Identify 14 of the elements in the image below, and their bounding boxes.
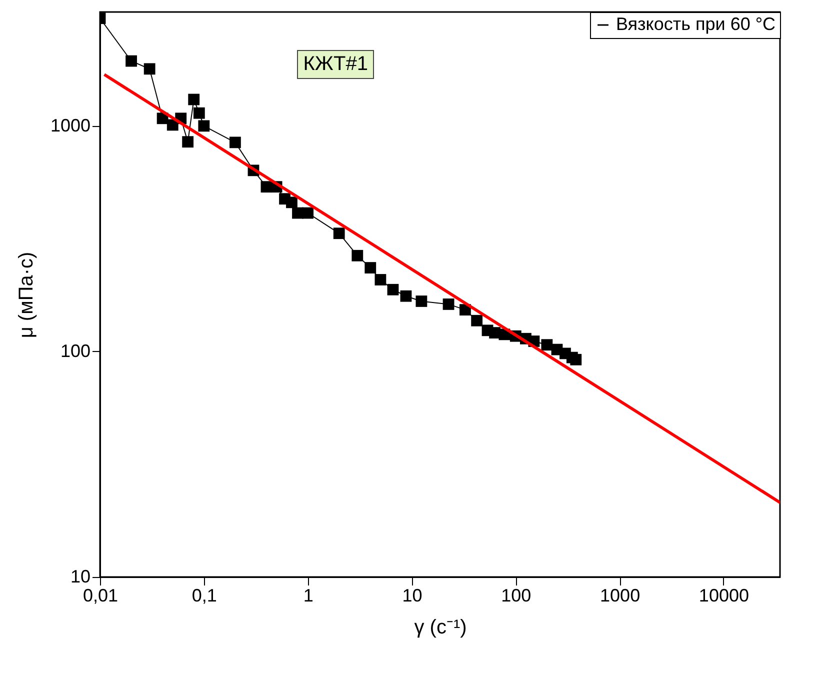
x-tick-label: 1 [303, 586, 314, 606]
x-tick-label: 0,01 [82, 586, 118, 606]
legend-label: Вязкость при 60 °C [616, 14, 776, 34]
x-tick-label: 0,1 [192, 586, 217, 606]
y-tick-label: 1000 [50, 115, 90, 136]
x-tick-label: 1000 [600, 586, 640, 606]
x-axis-title: γ (с⁻¹) [414, 616, 467, 638]
x-tick-label: 100 [501, 586, 532, 606]
y-axis-title: μ (мПа·с) [15, 252, 38, 338]
y-tick-label: 100 [60, 340, 90, 361]
y-tick-label: 10 [70, 566, 90, 586]
label-box: КЖТ#1 [297, 50, 374, 79]
x-tick-label: 10 [402, 586, 422, 606]
x-tick-label: 10000 [698, 586, 749, 606]
